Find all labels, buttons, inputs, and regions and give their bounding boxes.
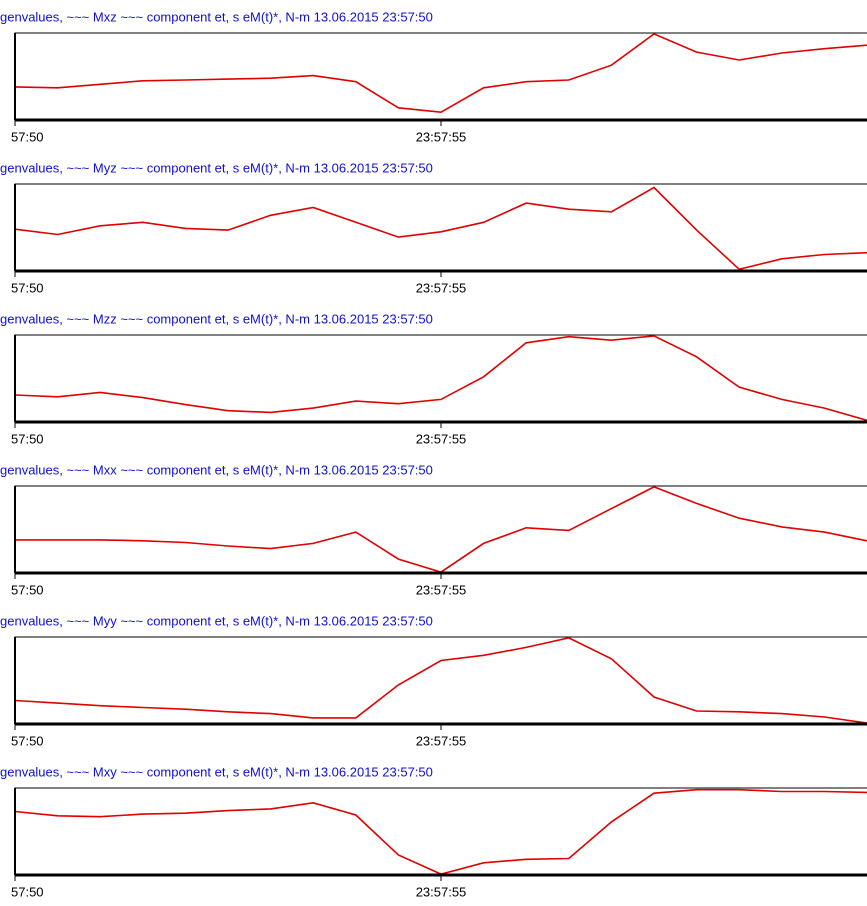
x-tick-label: 57:50	[11, 129, 44, 144]
x-tick-label: 23:57:55	[416, 431, 467, 446]
chart-title: genvalues, ~~~ Myy ~~~ component et, s e…	[0, 613, 433, 628]
panel: genvalues, ~~~ Mxy ~~~ component et, s e…	[0, 764, 867, 899]
panel: genvalues, ~~~ Myy ~~~ component et, s e…	[0, 613, 867, 748]
x-tick-label: 57:50	[11, 431, 44, 446]
chart-title: genvalues, ~~~ Mxz ~~~ component et, s e…	[0, 9, 433, 24]
panel: genvalues, ~~~ Mxx ~~~ component et, s e…	[0, 462, 867, 597]
x-tick-label: 57:50	[11, 582, 44, 597]
plot-frame	[14, 636, 867, 725]
data-line	[14, 637, 867, 724]
plot-frame	[14, 485, 867, 574]
panel: genvalues, ~~~ Mxz ~~~ component et, s e…	[0, 9, 867, 144]
x-tick-label: 23:57:55	[416, 733, 467, 748]
plot-frame	[14, 183, 867, 272]
panel: genvalues, ~~~ Myz ~~~ component et, s e…	[0, 160, 867, 295]
plot-frame	[14, 787, 867, 876]
x-tick-label: 23:57:55	[416, 582, 467, 597]
x-tick-label: 23:57:55	[416, 280, 467, 295]
chart-title: genvalues, ~~~ Myz ~~~ component et, s e…	[0, 160, 433, 175]
x-tick-label: 57:50	[11, 280, 44, 295]
chart-title: genvalues, ~~~ Mxy ~~~ component et, s e…	[0, 764, 433, 779]
plot-frame	[14, 334, 867, 423]
data-line	[14, 186, 867, 271]
plot-frame	[14, 32, 867, 121]
panel: genvalues, ~~~ Mzz ~~~ component et, s e…	[0, 311, 867, 446]
x-tick-label: 23:57:55	[416, 884, 467, 899]
x-tick-label: 57:50	[11, 733, 44, 748]
x-tick-label: 57:50	[11, 884, 44, 899]
data-line	[14, 335, 867, 422]
chart-title: genvalues, ~~~ Mxx ~~~ component et, s e…	[0, 462, 433, 477]
data-line	[14, 32, 867, 114]
chart-title: genvalues, ~~~ Mzz ~~~ component et, s e…	[0, 311, 433, 326]
x-tick-label: 23:57:55	[416, 129, 467, 144]
